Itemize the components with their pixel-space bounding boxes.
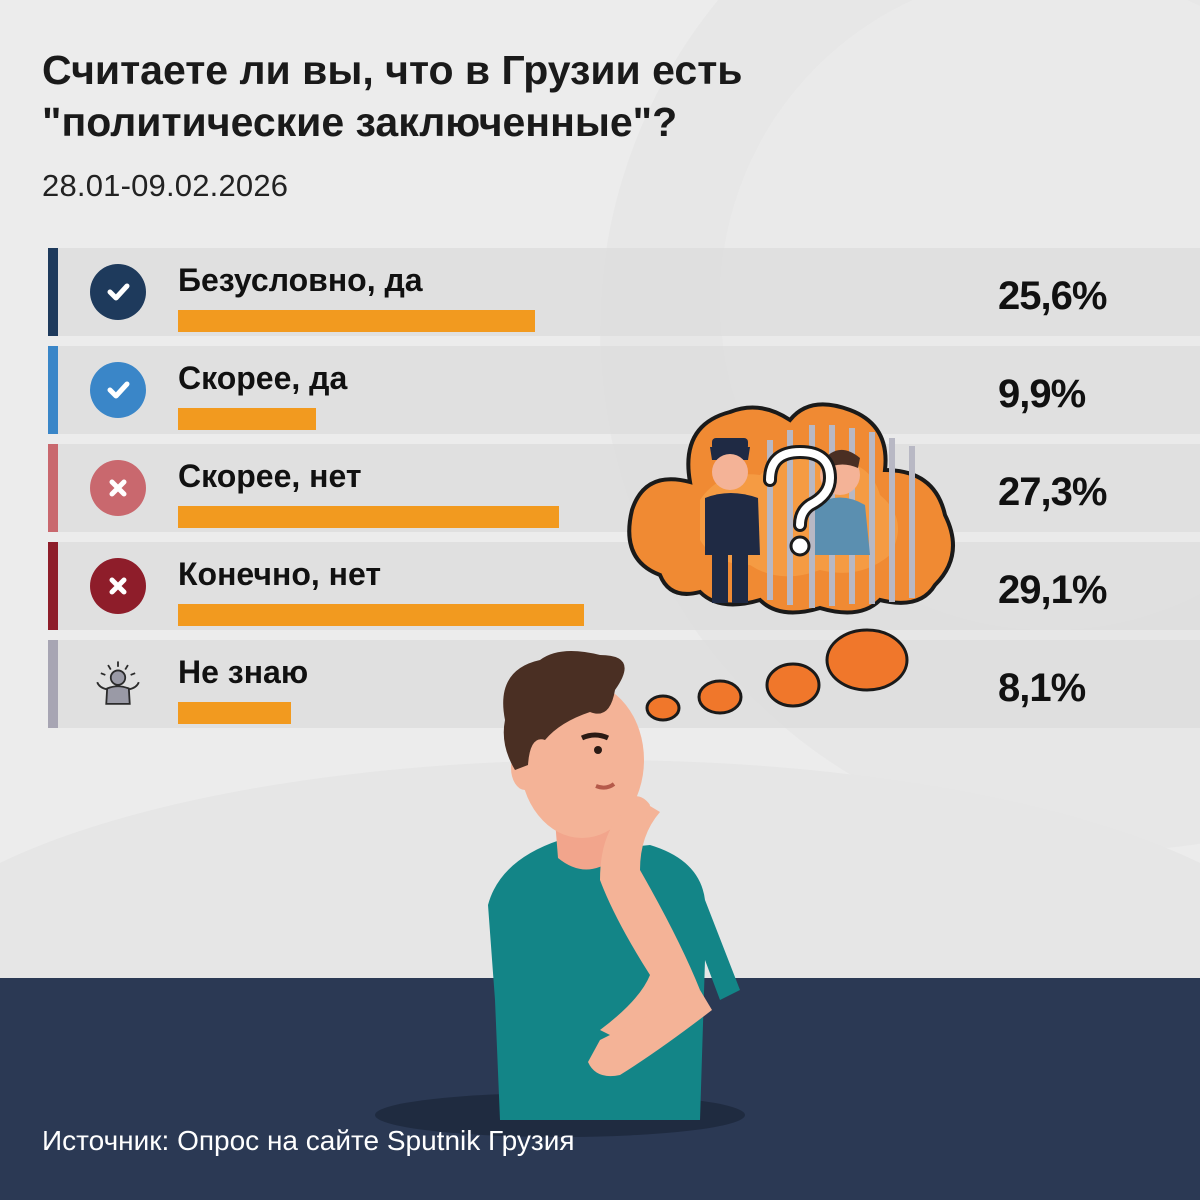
bar [178,310,535,332]
value-label: 8,1% [998,666,1086,710]
row-accent-stripe [48,640,58,728]
category-label: Скорее, нет [178,458,362,494]
answer-row: Скорее, нет 27,3% [48,444,1200,532]
value-label: 27,3% [998,470,1107,514]
chart-title-line-2: "политические заключенные"? [42,99,678,145]
category-label: Безусловно, да [178,262,423,298]
value-label: 29,1% [998,568,1107,612]
bar [178,506,559,528]
cross-icon [90,558,146,614]
bar [178,604,584,626]
chart-title-line-1: Считаете ли вы, что в Грузии есть [42,47,743,93]
category-label: Конечно, нет [178,556,382,592]
category-label: Не знаю [178,654,309,690]
source-note: Источник: Опрос на сайте Sputnik Грузия [42,1125,575,1156]
value-label: 25,6% [998,274,1107,318]
answer-row: Конечно, нет 29,1% [48,542,1200,630]
bar [178,702,291,724]
answer-row: Не знаю 8,1% [48,640,1200,728]
answer-row: Безусловно, да 25,6% [48,248,1200,336]
category-label: Скорее, да [178,360,348,396]
check-icon [90,264,146,320]
chart-title: Считаете ли вы, что в Грузии есть "полит… [42,44,1042,148]
footer-band [0,978,1200,1200]
shrug-person-icon [90,656,146,712]
date-range: 28.01-09.02.2026 [42,168,289,203]
row-accent-stripe [48,542,58,630]
bar [178,408,316,430]
row-accent-stripe [48,346,58,434]
value-label: 9,9% [998,372,1086,416]
check-icon [90,362,146,418]
answer-row: Скорее, да 9,9% [48,346,1200,434]
row-accent-stripe [48,444,58,532]
answers-bar-chart: Безусловно, да 25,6% Скорее, да 9,9% Скорее,… [48,248,1200,738]
cross-icon [90,460,146,516]
row-accent-stripe [48,248,58,336]
